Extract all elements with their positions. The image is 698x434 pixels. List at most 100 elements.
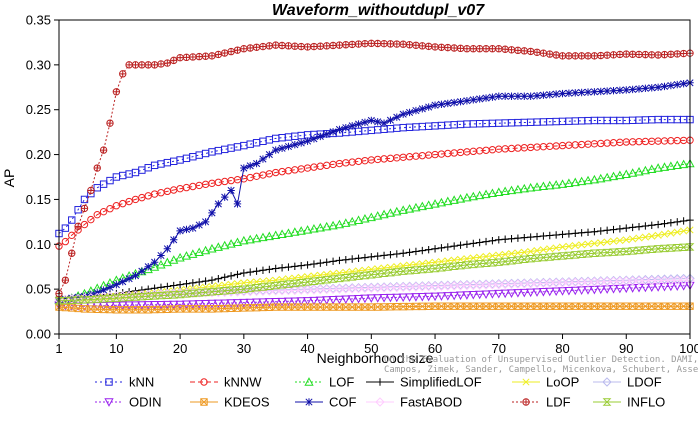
data-point — [450, 242, 458, 250]
data-point — [138, 286, 146, 294]
data-point — [182, 280, 191, 288]
data-point — [462, 192, 472, 202]
data-point — [170, 281, 178, 290]
data-point — [564, 251, 574, 260]
data-point — [149, 301, 160, 310]
data-point — [188, 288, 198, 298]
data-point — [431, 43, 439, 51]
data-point — [468, 279, 479, 290]
data-point — [437, 43, 446, 51]
data-point — [673, 228, 681, 236]
data-point — [443, 263, 453, 271]
data-point — [265, 265, 274, 274]
data-point — [106, 283, 114, 292]
data-point — [207, 243, 217, 253]
series-line — [58, 285, 691, 307]
data-point — [347, 284, 357, 294]
data-point — [463, 240, 471, 248]
data-point — [647, 283, 657, 293]
data-point — [545, 277, 555, 288]
data-point — [462, 261, 472, 269]
data-point — [418, 260, 426, 268]
data-point — [200, 245, 211, 255]
legend-marker — [376, 378, 384, 386]
data-point — [296, 284, 306, 295]
data-point — [404, 204, 415, 213]
data-point — [366, 271, 376, 279]
data-point — [436, 292, 447, 301]
legend-label: FastABOD — [400, 395, 462, 410]
data-point — [226, 286, 236, 294]
data-point — [678, 282, 689, 291]
data-point — [545, 253, 555, 261]
data-point — [277, 286, 287, 296]
x-tick-label: 90 — [619, 341, 633, 356]
data-point — [654, 220, 662, 229]
data-point — [379, 282, 389, 292]
data-point — [506, 279, 517, 290]
y-tick-label: 0.30 — [26, 57, 51, 72]
data-point — [315, 276, 325, 285]
data-point — [68, 216, 76, 224]
data-point — [239, 285, 249, 293]
data-point — [392, 293, 402, 303]
data-point — [583, 276, 593, 286]
data-point — [622, 224, 630, 232]
x-tick-label: 10 — [109, 341, 123, 356]
data-point — [392, 282, 402, 293]
data-point — [86, 295, 96, 304]
data-point — [616, 225, 624, 233]
data-point — [385, 282, 396, 293]
data-point — [118, 294, 128, 302]
data-point — [73, 296, 83, 304]
data-point — [329, 41, 337, 50]
data-point — [539, 232, 548, 240]
legend-marker — [200, 378, 208, 386]
data-point — [176, 227, 184, 235]
data-point — [278, 264, 286, 272]
data-point — [449, 281, 459, 291]
data-point — [111, 294, 121, 302]
data-point — [162, 257, 172, 267]
data-point — [309, 277, 319, 285]
data-point — [501, 45, 509, 53]
data-point — [207, 299, 217, 309]
data-point — [584, 88, 592, 96]
data-point — [290, 285, 300, 296]
data-point — [373, 39, 382, 48]
data-point — [539, 49, 548, 57]
data-point — [188, 300, 198, 309]
data-point — [112, 173, 121, 181]
data-point — [444, 44, 452, 52]
data-point — [278, 41, 286, 50]
data-point — [672, 275, 682, 286]
data-point — [462, 291, 472, 300]
data-point — [507, 250, 516, 258]
data-point — [679, 243, 689, 252]
data-point — [577, 176, 587, 186]
data-point — [328, 296, 338, 305]
data-point — [533, 247, 541, 255]
legend-marker — [602, 398, 612, 406]
data-point — [590, 228, 599, 236]
data-point — [379, 209, 389, 219]
data-point — [150, 258, 159, 266]
data-point — [144, 263, 152, 271]
data-point — [296, 285, 306, 295]
data-point — [488, 45, 497, 53]
data-point — [195, 151, 203, 159]
chart-title: Waveform_withoutdupl_v07 — [272, 2, 485, 19]
data-point — [666, 282, 676, 292]
data-point — [494, 258, 504, 266]
data-point — [564, 277, 574, 287]
data-point — [259, 42, 267, 51]
data-point — [558, 89, 567, 98]
data-point — [627, 168, 638, 177]
data-point — [296, 278, 306, 287]
data-point — [131, 61, 140, 69]
data-point — [546, 245, 554, 253]
data-point — [481, 290, 491, 300]
data-point — [667, 50, 675, 58]
data-point — [169, 291, 179, 299]
data-point — [348, 40, 356, 49]
